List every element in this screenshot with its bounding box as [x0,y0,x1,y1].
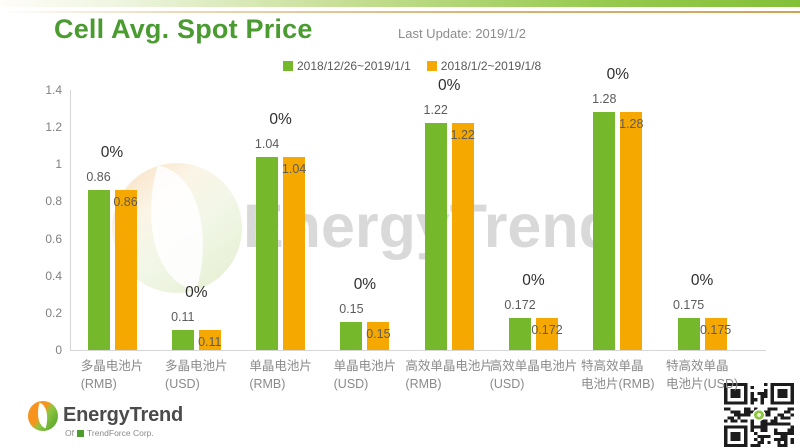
change-percent-label: 0% [185,283,208,301]
bar-series-1 [424,123,447,350]
bar-series-1 [256,156,279,350]
trendforce-logo-icon [76,429,84,437]
bar-series-2 [114,190,137,350]
legend-swatch-icon [426,61,437,71]
change-percent-label: 0% [606,66,629,84]
x-axis-label-text: 单晶电池片 (RMB) [249,359,312,391]
bar-value-label: 0.86 [86,170,111,185]
y-axis-tick: 1.4 [45,83,62,97]
x-axis-label-text: 多晶电池片 (USD) [165,359,228,391]
x-axis-label: 高效单晶电池片 (USD) [469,358,599,393]
footer-brand: EnergyTrend [63,404,184,426]
bar-value-label: 0.11 [198,334,222,349]
change-percent-label: 0% [269,110,292,128]
energytrend-logo-icon [28,401,58,431]
bar-value-label: 1.04 [254,136,280,151]
change-percent-label: 0% [353,276,377,294]
x-axis-label: 高效单晶电池片 (RMB) [384,358,514,393]
bar-value-label: 0.172 [531,323,563,338]
x-axis-label: 特高效单晶 电池片(USD) [637,358,767,393]
bar-series-1 [593,112,616,350]
top-accent-line [0,11,800,13]
y-axis-tick: 0.8 [45,194,62,209]
y-axis-tick: 0.2 [45,305,62,320]
bar-series-1 [509,318,531,350]
change-percent-label: 0% [437,77,461,95]
y-axis-tick: 1 [55,157,62,172]
legend-swatch-icon [283,61,293,71]
y-axis-line [70,90,71,350]
bar-value-label: 1.28 [619,117,644,132]
last-update-label: Last Update: 2019/1/2 [398,26,526,41]
x-axis-label-text: 特高效单晶 电池片(RMB) [580,359,655,391]
y-axis-tick: 1.2 [45,120,62,135]
bar-series-2 [367,322,390,350]
x-axis-label: 特高效单晶 电池片(RMB) [553,358,683,393]
bar-series-1 [677,317,700,350]
change-percent-label: 0% [100,144,124,162]
bar-value-label: 1.04 [281,161,307,176]
bar-value-label: 1.22 [423,103,448,118]
footer-subline: Of TrendForce Corp. [65,428,154,438]
bar-value-label: 0.86 [113,195,138,210]
bar-series-2 [536,318,558,350]
bar-value-label: 0.15 [339,302,364,317]
bar-series-1 [171,329,194,350]
legend-label: 2018/1/2~2019/1/8 [440,59,542,73]
bar-series-1 [340,322,363,350]
x-axis-label-text: 特高效单晶 电池片(USD) [665,359,739,391]
chart-legend: 2018/12/26~2019/1/1 2018/1/2~2019/1/8 [283,59,541,73]
y-axis-tick: 0.6 [45,231,62,246]
bar-value-label: 0.172 [504,298,536,313]
x-axis-line [70,350,766,351]
legend-label: 2018/12/26~2019/1/1 [297,59,411,73]
bar-series-2 [198,329,221,350]
bar-series-2 [704,317,727,350]
bar-series-1 [87,190,110,350]
bar-series-2 [620,112,643,350]
x-axis-label-text: 高效单晶电池片 (USD) [489,359,578,391]
bar-series-2 [283,156,306,350]
bar-value-label: 1.28 [592,92,617,107]
x-axis-label: 单晶电池片 (RMB) [216,358,346,393]
change-percent-label: 0% [690,271,714,289]
footer-sub-company: TrendForce Corp. [86,428,154,438]
x-axis-label-text: 多晶电池片 (RMB) [80,359,144,391]
bar-value-label: 1.22 [450,128,475,143]
change-percent-label: 0% [522,272,545,290]
page-title: Cell Avg. Spot Price [54,14,313,44]
top-accent-bar [0,0,800,7]
x-axis-label-text: 高效单晶电池片 (RMB) [405,359,493,391]
qr-code [723,382,797,448]
bar-value-label: 0.175 [699,322,732,337]
x-axis-label: 单晶电池片 (USD) [300,358,430,393]
bar-value-label: 0.15 [366,327,391,342]
footer-sub-prefix: Of [65,428,74,438]
bar-value-label: 0.175 [672,297,705,312]
x-axis-label: 多晶电池片 (RMB) [47,358,177,393]
x-axis-label-text: 单晶电池片 (USD) [333,359,397,391]
y-axis-tick: 0.4 [45,268,62,283]
bar-series-2 [451,123,474,350]
bar-value-label: 0.11 [171,309,195,324]
legend-item: 2018/12/26~2019/1/1 [283,59,411,73]
y-axis-tick: 0 [55,343,62,357]
legend-item: 2018/1/2~2019/1/8 [426,59,542,73]
x-axis-label: 多晶电池片 (USD) [131,358,261,393]
